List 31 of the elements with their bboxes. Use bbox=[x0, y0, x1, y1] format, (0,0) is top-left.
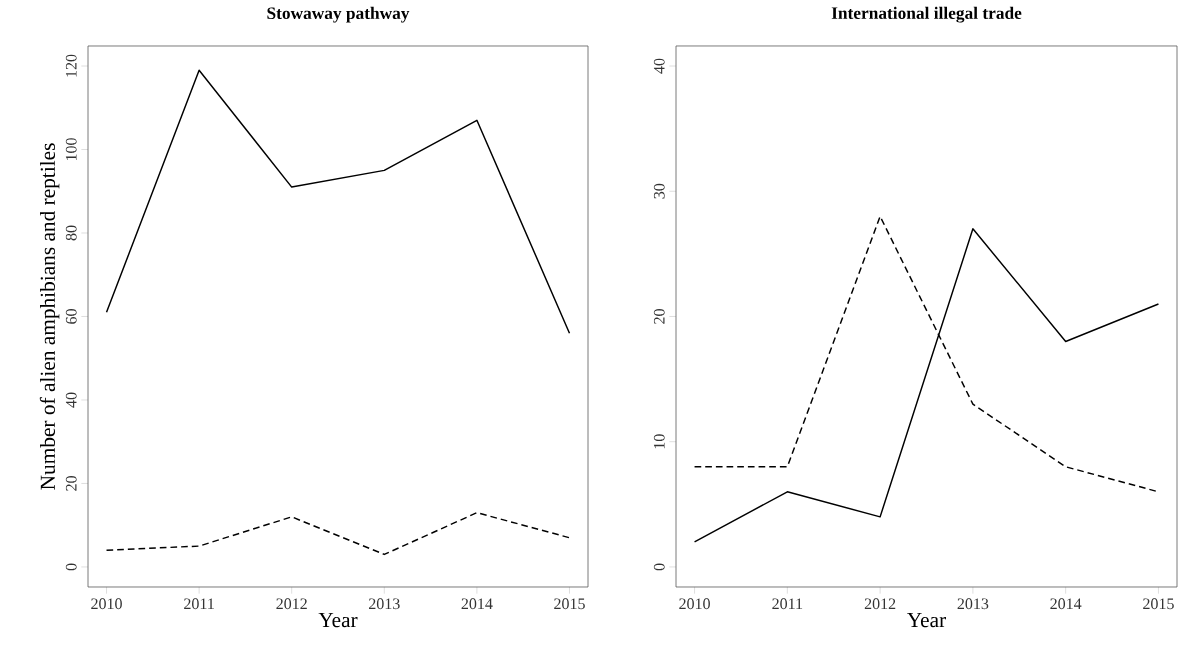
chart-title: International illegal trade bbox=[831, 6, 1022, 23]
x-tick-label: 2011 bbox=[772, 598, 803, 610]
x-axis-title: Year bbox=[907, 612, 946, 628]
y-tick-label: 40 bbox=[653, 58, 665, 74]
y-axis-title: Number of alien amphibians and reptiles bbox=[39, 143, 60, 490]
x-tick-label: 2015 bbox=[1143, 598, 1174, 610]
y-tick-label: 20 bbox=[65, 476, 77, 491]
x-tick-label: 2010 bbox=[91, 598, 122, 610]
x-tick-label: 2012 bbox=[276, 598, 307, 610]
x-axis-title: Year bbox=[318, 612, 358, 628]
x-tick-label: 2011 bbox=[184, 598, 214, 610]
y-tick-label: 0 bbox=[653, 563, 665, 571]
y-tick-label: 40 bbox=[65, 392, 77, 408]
y-tick-label: 120 bbox=[65, 54, 77, 77]
line-series bbox=[105, 69, 571, 334]
x-tick-label: 2014 bbox=[1050, 598, 1082, 610]
y-tick-label: 30 bbox=[653, 183, 665, 199]
x-tick-label: 2013 bbox=[957, 598, 989, 610]
x-tick-label: 2015 bbox=[554, 598, 585, 610]
y-tick-label: 10 bbox=[653, 434, 665, 449]
line-series bbox=[105, 511, 571, 556]
chart-title: Stowaway pathway bbox=[267, 6, 410, 23]
x-tick-label: 2014 bbox=[461, 598, 493, 610]
x-tick-label: 2012 bbox=[864, 598, 896, 610]
y-tick-label: 100 bbox=[65, 138, 77, 161]
y-tick-label: 60 bbox=[65, 309, 77, 324]
x-tick-label: 2013 bbox=[369, 598, 400, 610]
y-tick-label: 0 bbox=[65, 563, 77, 571]
y-tick-label: 20 bbox=[653, 309, 665, 324]
y-tick-label: 80 bbox=[65, 225, 77, 241]
x-tick-label: 2010 bbox=[679, 598, 710, 610]
